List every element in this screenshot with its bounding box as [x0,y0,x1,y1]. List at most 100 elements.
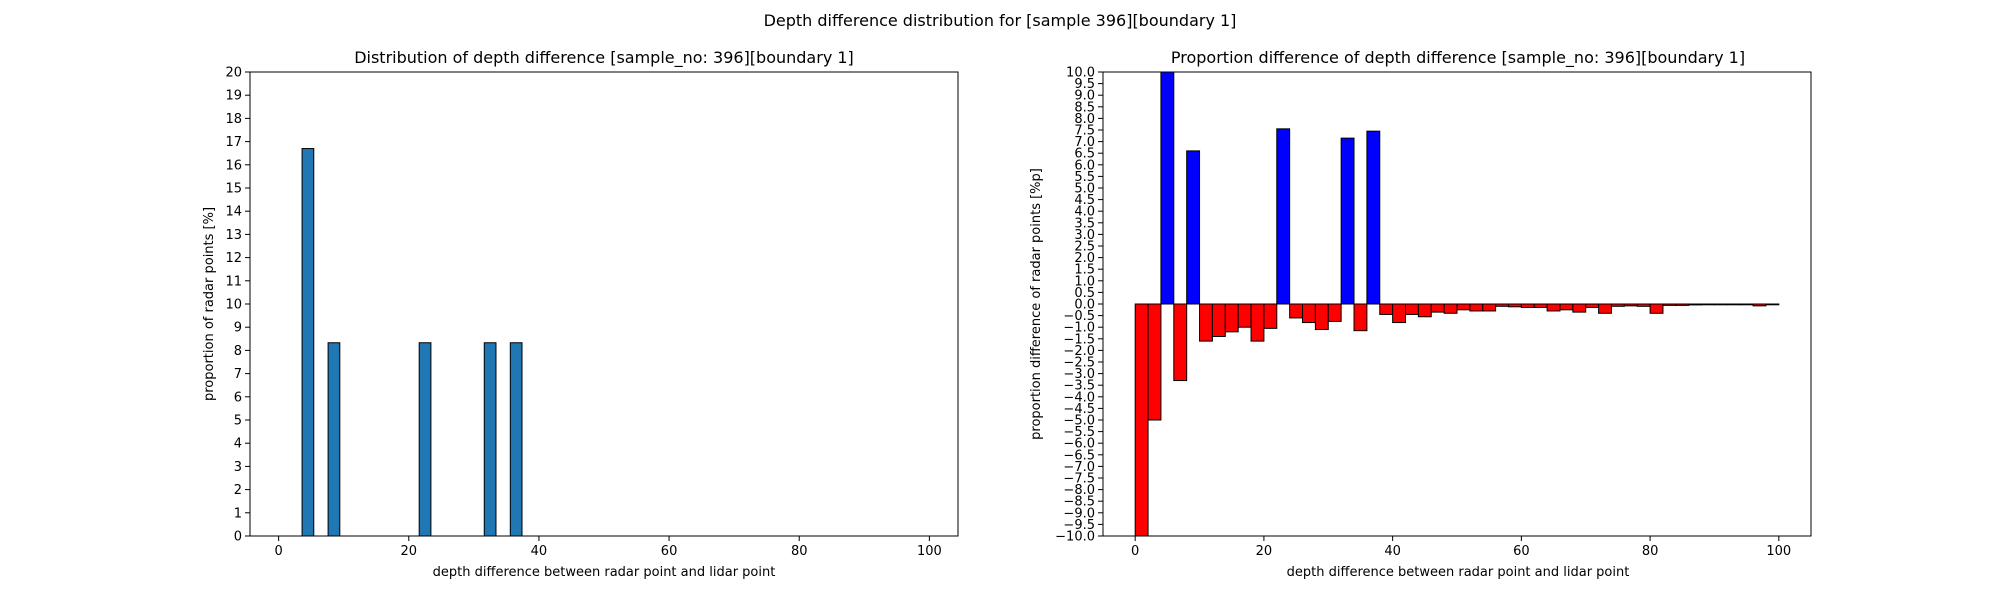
y-tick-label: 3.0 [1074,228,1095,243]
y-tick-label: 5 [234,414,242,429]
y-tick-label: 5.5 [1074,170,1095,185]
bar [1430,303,1445,313]
y-tick-label: 0.0 [1074,298,1095,313]
bar [418,342,432,537]
y-tick-label: −3.0 [1063,367,1095,382]
bar [1456,303,1471,311]
x-tick-label: 0 [274,544,282,559]
right-chart-title: Proportion difference of depth differenc… [1171,48,1745,68]
bar [1224,303,1239,333]
y-tick-label: −5.0 [1063,414,1095,429]
bar [1495,303,1509,307]
x-tick-label: 40 [531,544,548,559]
left-y-axis-label: proportion of radar points [%] [202,207,217,401]
x-tick-label: 20 [401,544,418,559]
y-tick-label: 4.5 [1074,193,1095,208]
bar [1314,303,1329,331]
bar [1649,303,1664,314]
y-tick-label: 10 [225,298,242,313]
y-tick-label: 16 [225,158,242,173]
y-tick-label: 6.0 [1074,158,1095,173]
bar [1276,128,1291,305]
y-tick-label: 20 [225,66,242,81]
y-tick-label: −6.5 [1063,448,1095,463]
bar [1289,303,1304,319]
bar [1701,303,1715,306]
left-chart-title: Distribution of depth difference [sample… [354,48,854,68]
y-tick-label: 2 [234,483,242,498]
bar [1147,303,1162,421]
y-tick-label: 17 [225,135,242,150]
y-tick-label: 0.5 [1074,286,1095,301]
bar [1134,303,1149,537]
right-y-axis-label: proportion difference of radar points [%… [1029,168,1044,440]
y-tick-label: 9.0 [1074,89,1095,104]
bar [1302,303,1316,324]
y-tick-label: 1 [234,506,242,521]
left-plot-frame [249,71,959,537]
y-tick-label: 2.0 [1074,251,1095,266]
bar [1340,137,1355,305]
bar [1636,303,1651,307]
bar [1263,303,1278,329]
y-tick-label: 9 [234,321,242,336]
y-tick-label: −9.0 [1063,506,1095,521]
y-tick-label: −1.0 [1063,321,1095,336]
bar [1662,303,1677,306]
x-tick-label: 0 [1131,544,1139,559]
y-tick-label: 15 [225,182,242,197]
x-tick-label: 40 [1384,544,1401,559]
right-chart: Proportion difference of depth differenc… [1029,48,1812,580]
x-tick-label: 20 [1256,544,1273,559]
bar [1250,303,1265,342]
x-tick-label: 80 [791,544,808,559]
y-tick-label: 18 [225,112,242,127]
y-tick-label: −7.0 [1063,460,1095,475]
bar [1366,130,1381,305]
y-tick-label: −1.5 [1063,332,1095,347]
bar [1572,303,1587,313]
bar [1726,303,1741,306]
bar [1199,303,1213,342]
bar [301,148,315,537]
y-tick-label: −3.5 [1063,379,1095,394]
bar [483,342,497,537]
bar [1688,303,1703,306]
y-tick-label: 8.5 [1074,100,1095,115]
x-tick-label: 100 [1766,544,1791,559]
bar [1417,303,1432,318]
y-tick-label: −4.0 [1063,390,1095,405]
left-chart: Distribution of depth difference [sample… [202,48,959,580]
bar [1520,303,1535,308]
y-tick-label: 4.0 [1074,205,1095,220]
bar [1353,303,1368,332]
y-tick-label: −2.0 [1063,344,1095,359]
y-tick-label: 10.0 [1066,66,1095,81]
y-tick-label: 9.5 [1074,77,1095,92]
figure-title: Depth difference distribution for [sampl… [764,11,1237,30]
y-tick-label: −10.0 [1055,530,1095,545]
right-plot-frame [1102,71,1812,537]
y-tick-label: 5.0 [1074,182,1095,197]
bar [1160,71,1175,305]
y-tick-label: −2.5 [1063,356,1095,371]
bar [1739,303,1754,306]
y-tick-label: 8 [234,344,242,359]
bar [1546,303,1561,312]
y-tick-label: −6.0 [1063,437,1095,452]
y-tick-label: 12 [225,251,242,266]
y-tick-label: 19 [225,89,242,104]
bar [1405,303,1419,315]
bar [1211,303,1226,337]
bar [1482,303,1497,312]
y-tick-label: 3 [234,460,242,475]
y-tick-label: 4 [234,437,242,452]
y-tick-label: −5.5 [1063,425,1095,440]
bar [327,342,341,537]
y-tick-label: 3.5 [1074,216,1095,231]
y-tick-label: 11 [225,274,242,289]
y-tick-label: −8.5 [1063,495,1095,510]
y-tick-label: 7.5 [1074,124,1095,139]
y-tick-label: −0.5 [1063,309,1095,324]
